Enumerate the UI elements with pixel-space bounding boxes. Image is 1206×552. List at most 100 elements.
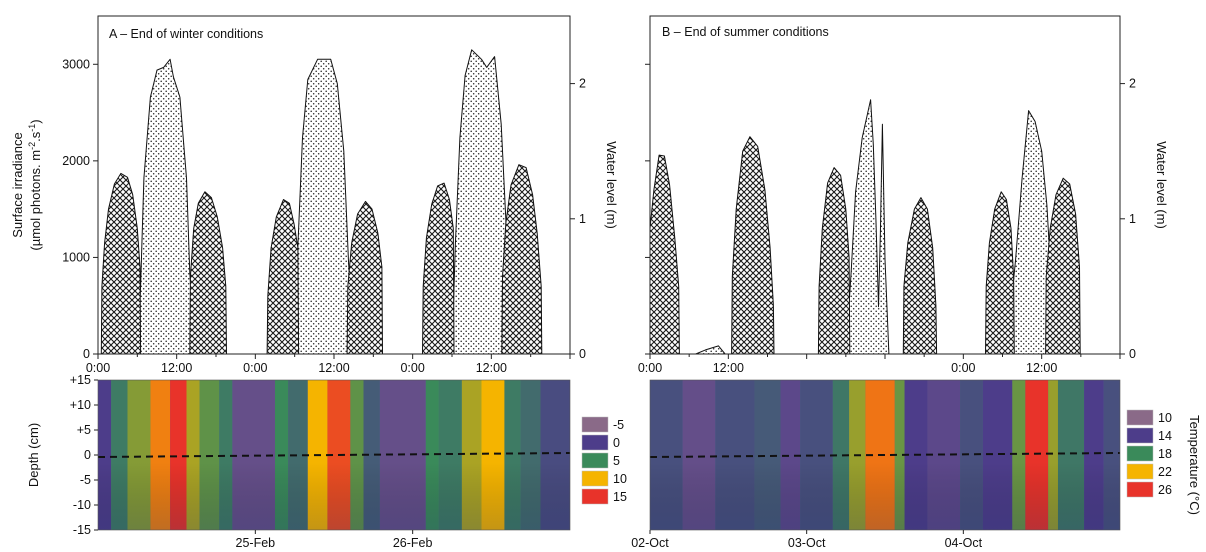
- B-irradiance-area: [817, 167, 851, 355]
- ytick-label-left: 1000: [62, 250, 90, 264]
- panel-b-date-ticks: 02-Oct 03-Oct 04-Oct: [631, 530, 983, 550]
- ytick-label-right: 2: [1129, 77, 1136, 91]
- panel-a-xticks: 0:00 12:00 0:00 12:00 0:00 12:00: [86, 354, 571, 375]
- legend-swatch: [1126, 409, 1154, 426]
- panel-b-xticks: 0:00 12:00 0:00 12:00: [638, 354, 1121, 375]
- panel-a-right-yticks: 0 1 2: [570, 77, 586, 361]
- legend-label: 0: [613, 436, 620, 450]
- legend-swatch: [581, 434, 609, 451]
- panel-a-ylabel-right: Water level (m): [604, 141, 619, 229]
- A-irradiance-area: [501, 164, 543, 355]
- A-irradiance-area: [189, 191, 227, 355]
- panel-a-ylabel-line1: Surface irradiance: [10, 132, 25, 238]
- legend-label: 26: [1158, 483, 1172, 497]
- xtick-label: 0:00: [243, 361, 267, 375]
- depth-tick-label: +10: [70, 398, 91, 412]
- xtick-label: 12:00: [318, 361, 349, 375]
- date-tick-label: 02-Oct: [631, 536, 669, 550]
- legend-swatch: [1126, 463, 1154, 480]
- ytick-label-right: 1: [579, 212, 586, 226]
- panel-a-depth-ticks: +15 +10 +5 0 -5 -10 -15: [70, 373, 98, 537]
- panel-a-legend: -5 0 5 10 15: [581, 416, 627, 505]
- xtick-label: 0:00: [638, 361, 662, 375]
- ytick-label-right: 0: [579, 347, 586, 361]
- legend-label: 22: [1158, 465, 1172, 479]
- legend-swatch: [1126, 481, 1154, 498]
- panel-a-heatmap-bands: [97, 380, 571, 530]
- legend-swatch: [581, 470, 609, 487]
- panel-b-right-yticks: 0 1 2: [1120, 77, 1136, 361]
- depth-tick-label: +5: [77, 423, 91, 437]
- legend-swatch: [581, 416, 609, 433]
- xtick-label: 12:00: [161, 361, 192, 375]
- panel-b-heatmap-frame: [649, 379, 1121, 531]
- B-water-level-area: [695, 345, 726, 355]
- legend-label: 15: [613, 490, 627, 504]
- date-tick-label: 03-Oct: [788, 536, 826, 550]
- panel-b-heatmap: 02-Oct 03-Oct 04-Oct 10 14 18 22 26 Temperatur…: [631, 379, 1202, 550]
- sediment-surface-line: [97, 452, 571, 458]
- legend-label: 5: [613, 454, 620, 468]
- ytick-label-right: 0: [1129, 347, 1136, 361]
- date-tick-label: 26-Feb: [393, 536, 433, 550]
- panel-b-left-yticks: [645, 63, 650, 355]
- heatmap-depth-shade: [98, 380, 570, 530]
- legend-swatch: [581, 488, 609, 505]
- xtick-label: 12:00: [713, 361, 744, 375]
- legend-label: 10: [613, 472, 627, 486]
- panel-b-top: B – End of summer conditions 0 1 2 0:00 12:…: [638, 15, 1169, 375]
- ytick-label-right: 2: [579, 77, 586, 91]
- xtick-label: 12:00: [476, 361, 507, 375]
- panel-b-legend: 10 14 18 22 26: [1126, 409, 1172, 498]
- depth-tick-label: +15: [70, 373, 91, 387]
- legend-label: 10: [1158, 411, 1172, 425]
- legend-label: 18: [1158, 447, 1172, 461]
- xtick-label: 0:00: [86, 361, 110, 375]
- panel-a-plot-area: [100, 49, 543, 355]
- legend-swatch: [1126, 427, 1154, 444]
- panel-a-title: A – End of winter conditions: [109, 27, 263, 41]
- B-irradiance-area: [649, 154, 680, 355]
- panel-b-heatmap-bands: [649, 380, 1121, 530]
- depth-tick-label: -5: [80, 473, 91, 487]
- A-water-level-area: [294, 58, 355, 355]
- A-irradiance-area: [346, 200, 383, 355]
- panel-b-plot-area: [649, 99, 1081, 355]
- panel-a-date-ticks: 25-Feb 26-Feb: [236, 530, 433, 550]
- date-tick-label: 04-Oct: [945, 536, 983, 550]
- legend-label: 14: [1158, 429, 1172, 443]
- date-tick-label: 25-Feb: [236, 536, 276, 550]
- ytick-label-left: 0: [83, 347, 90, 361]
- panel-a-ylabel-line2: (µmol photons. m-2.s-1): [27, 119, 43, 250]
- depth-tick-label: -15: [73, 523, 91, 537]
- B-irradiance-area: [1045, 177, 1081, 355]
- panel-a-depth-label: Depth (cm): [26, 423, 41, 487]
- B-irradiance-area: [731, 136, 775, 355]
- A-water-level-area: [136, 58, 196, 355]
- xtick-label: 0:00: [400, 361, 424, 375]
- B-water-level-area: [845, 99, 890, 355]
- ytick-label-left: 2000: [62, 154, 90, 168]
- panel-b-temperature-label: Temperature (°C): [1187, 415, 1202, 515]
- depth-tick-label: -10: [73, 498, 91, 512]
- panel-a-left-yticks: 0 1000 2000 3000: [62, 57, 98, 361]
- depth-tick-label: 0: [84, 448, 91, 462]
- legend-label: -5: [613, 418, 624, 432]
- A-water-level-area: [451, 49, 511, 355]
- heatmap-depth-shade: [650, 380, 1120, 530]
- legend-swatch: [581, 452, 609, 469]
- A-irradiance-area: [100, 172, 142, 355]
- A-irradiance-area: [422, 182, 455, 355]
- panel-a-top: A – End of winter conditions 0 1000 2000 30…: [10, 15, 619, 375]
- panel-b-title: B – End of summer conditions: [662, 25, 829, 39]
- panel-a-heatmap: +15+10+50-5-10-15 25-Feb 26-Feb -5051015 …: [26, 373, 627, 550]
- ytick-label-left: 3000: [62, 57, 90, 71]
- B-irradiance-area: [985, 191, 1015, 355]
- legend-swatch: [1126, 445, 1154, 462]
- panel-b-ylabel-right: Water level (m): [1154, 141, 1169, 229]
- B-irradiance-area: [902, 197, 938, 355]
- xtick-label: 0:00: [951, 361, 975, 375]
- sediment-surface-line: [649, 452, 1121, 458]
- A-irradiance-area: [266, 199, 300, 355]
